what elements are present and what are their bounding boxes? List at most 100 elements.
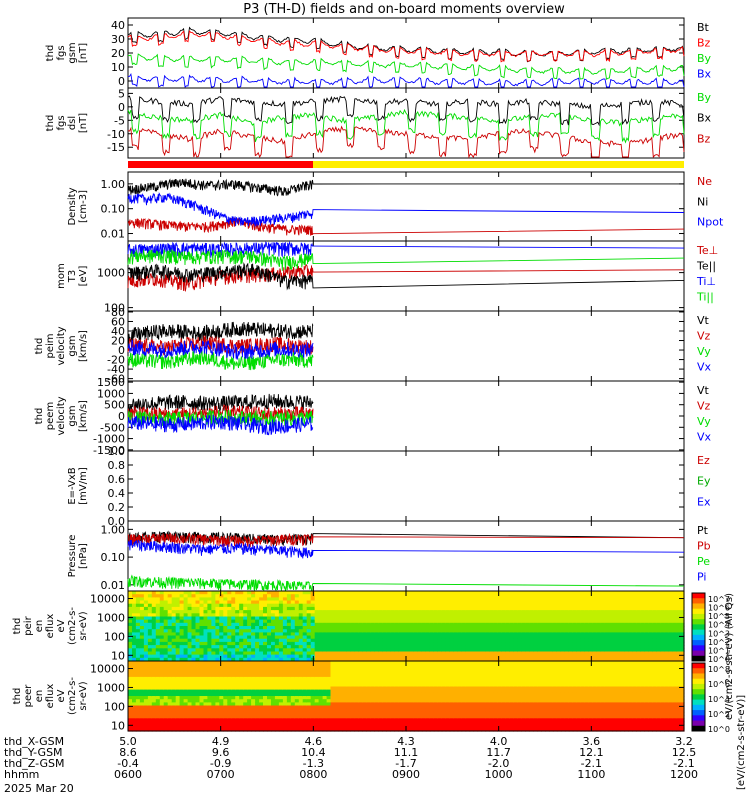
spectrogram-cell [139,661,145,665]
spectrogram-cell [556,619,562,624]
spectrogram-cell [620,622,626,627]
spectrogram-cell [227,705,232,710]
spectrogram-cell [211,699,216,703]
spectrogram-cell [203,705,209,710]
spectrogram-cell [628,616,633,621]
spectrogram-cell [406,648,411,653]
spectrogram-cell [191,635,197,640]
spectrogram-cell [199,594,205,598]
spectrogram-cell [294,610,300,614]
spectrogram-cell [195,638,201,643]
spectrogram-cell [453,638,459,643]
spectrogram-cell [521,645,526,649]
spectrogram-cell [501,610,506,614]
spectrogram-cell [628,603,633,608]
spectrogram-cell [628,635,633,640]
spectrogram-cell [608,651,614,656]
spectrogram-cell [477,632,483,637]
spectrogram-cell [171,702,177,707]
spectrogram-cell [374,648,379,653]
spectrogram-cell [604,657,610,662]
spectrogram-cell [437,610,443,614]
spectrogram-cell [584,610,590,614]
spectrogram-cell [525,622,530,627]
spectrogram-cell [179,702,185,707]
spectrogram-cell [656,648,661,653]
spectrogram-cell [640,632,645,637]
spectrogram-cell [592,597,598,602]
spectrogram-cell [318,686,324,691]
spectrogram-cell [564,600,570,605]
spectrogram-cell [453,616,459,621]
spectrogram-cell [564,635,570,640]
spectrogram-cell [402,692,407,697]
spectrogram-cell [425,651,431,656]
spectrogram-cell [183,711,189,716]
spectrogram-cell [473,635,479,640]
spectrogram-cell [175,594,181,598]
spectrogram-cell [425,619,431,624]
spectrogram-cell [243,715,248,719]
spectrogram-cell [334,645,340,649]
spectrogram-cell [128,635,133,640]
spectrogram-cell [235,654,240,659]
spectrogram-cell [271,667,276,672]
spectrogram-cell [195,594,201,598]
spectrogram-cell [421,597,427,602]
spectrogram-cell [274,616,280,621]
spectrogram-cell [600,591,606,595]
spectrogram-cell [175,683,181,688]
spectrogram-cell [219,619,224,624]
spectrogram-cell [207,648,212,653]
spectrogram-cell [382,629,387,633]
spectrogram-cell [235,622,240,627]
spectrogram-cell [159,705,165,710]
spectrogram-cell [159,610,165,614]
spectrogram-cell [330,721,336,726]
spectrogram-cell [286,591,292,595]
spectrogram-cell [664,657,669,662]
spectrogram-cell [616,597,622,602]
spectrogram-cell [350,715,355,719]
spectrogram-cell [286,606,292,611]
spectrogram-cell [342,657,348,662]
spectrogram-cell [211,641,216,646]
spectrogram-cell [390,619,395,624]
spectrogram-cell [171,667,177,672]
spectrogram-cell [151,641,157,646]
spectrogram-cell [151,597,157,602]
spectrogram-cell [267,654,272,659]
spectrogram-cell [187,651,193,656]
spectrogram-cell [342,676,348,681]
spectrogram-cell [286,702,292,707]
spectrogram-cell [592,600,598,605]
spectrogram-cell [183,619,189,624]
spectrogram-cell [592,626,598,630]
spectrogram-cell [219,635,224,640]
spectrogram-cell [402,676,407,681]
spectrogram-cell [402,606,407,611]
spectrogram-cell [274,727,280,732]
spectrogram-cell [370,594,375,598]
spectrogram-cell [346,708,351,713]
spectrogram-cell [473,606,479,611]
spectrogram-cell [187,715,193,719]
spectrogram-cell [338,616,344,621]
spectrogram-cell [187,727,193,732]
spectrogram-cell [441,648,447,653]
spectrogram-cell [263,689,268,694]
y-tick-label: 1500 [97,376,125,389]
spectrogram-cell [453,629,459,633]
spectrogram-cell [278,686,284,691]
spectrogram-cell [358,600,363,605]
spectrogram-cell [417,626,423,630]
spectrogram-cell [513,629,518,633]
spectrogram-cell [132,683,137,688]
spectrogram-cell [278,591,284,595]
spectrogram-cell [175,606,181,611]
spectrogram-cell [596,597,602,602]
spectrogram-cell [398,705,403,710]
spectrogram-cell [394,657,399,662]
y-axis-label: [nPa] [78,543,89,569]
spectrogram-cell [290,657,296,662]
